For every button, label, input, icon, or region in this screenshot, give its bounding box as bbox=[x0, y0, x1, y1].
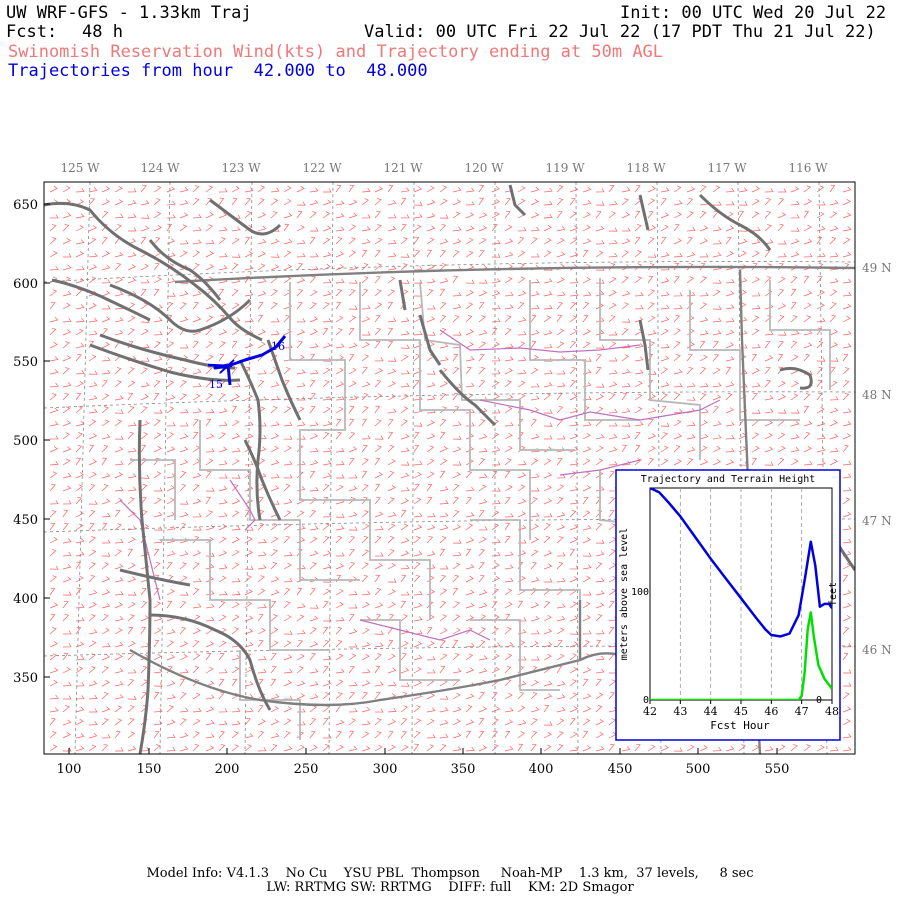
inset-ylabel-left: meters above sea level bbox=[619, 528, 630, 660]
latitude-label: 49 N bbox=[862, 261, 892, 275]
latitude-label: 46 N bbox=[862, 643, 892, 657]
header-subtitle: Swinomish Reservation Wind(kts) and Traj… bbox=[8, 42, 664, 62]
wind-barbs bbox=[49, 184, 852, 752]
longitude-label: 122 W bbox=[302, 161, 342, 175]
map-y-tick-label: 600 bbox=[13, 277, 38, 292]
inset-series-terrain bbox=[650, 611, 832, 700]
longitude-label: 118 W bbox=[626, 161, 666, 175]
map-x-tick-label: 100 bbox=[57, 762, 82, 777]
longitude-label: 117 W bbox=[707, 161, 747, 175]
inset-x-tick-label: 43 bbox=[673, 705, 687, 718]
map-y-tick-label: 500 bbox=[13, 434, 38, 449]
inset-panel: Trajectory and Terrain Height 42 43 44 45 46… bbox=[615, 469, 841, 741]
footer-model-info: Model Info: V4.1.3 No Cu YSU PBL Thompso… bbox=[146, 866, 754, 881]
map-x-tick-label: 250 bbox=[294, 762, 319, 777]
latitude-labels: 49 N 48 N 47 N 46 N bbox=[862, 261, 892, 657]
latitude-label: 47 N bbox=[862, 514, 892, 528]
header-traj-range: Trajectories from hour 42.000 to 48.000 bbox=[8, 61, 428, 81]
latitude-label: 48 N bbox=[862, 388, 892, 402]
county-boundaries bbox=[130, 278, 831, 740]
map-y-tick-label: 400 bbox=[13, 592, 38, 607]
inset-x-tick-label: 44 bbox=[704, 705, 718, 718]
map-x-tick-label: 500 bbox=[686, 762, 711, 777]
map-x-axis: 100 150 200 250 300 350 400 450 500 550 bbox=[57, 748, 790, 777]
map-x-tick-label: 550 bbox=[765, 762, 790, 777]
inset-y-zero-right: 0 bbox=[816, 695, 822, 706]
inset-series-trajectory bbox=[650, 488, 832, 638]
inset-y-zero-left: 0 bbox=[643, 695, 649, 706]
map-y-tick-label: 550 bbox=[13, 355, 38, 370]
map-y-tick-label: 450 bbox=[13, 513, 38, 528]
wind-barb-field bbox=[49, 184, 852, 752]
longitude-label: 119 W bbox=[545, 161, 585, 175]
header-title: UW WRF-GFS - 1.33km Traj bbox=[6, 3, 252, 23]
longitude-label: 124 W bbox=[140, 161, 180, 175]
map-figure: 100 150 200 250 300 350 400 450 500 550 650600550… bbox=[13, 161, 892, 777]
map-x-tick-label: 300 bbox=[373, 762, 398, 777]
inset-x-axis: 42 43 44 45 46 47 48 bbox=[643, 700, 839, 718]
longitude-label: 120 W bbox=[464, 161, 504, 175]
header-fcst-value: 48 h bbox=[82, 22, 123, 42]
inset-ylabel-right: feet bbox=[828, 582, 839, 606]
map-x-tick-label: 450 bbox=[608, 762, 633, 777]
trajectory-path: 15 16 bbox=[207, 335, 287, 391]
inset-grid bbox=[679, 488, 803, 700]
inset-title: Trajectory and Terrain Height bbox=[641, 474, 816, 485]
longitude-label: 116 W bbox=[788, 161, 828, 175]
coastlines bbox=[44, 184, 855, 754]
inset-x-tick-label: 47 bbox=[795, 705, 809, 718]
map-y-axis: 650 600 550 500 450 400 350 bbox=[13, 198, 50, 686]
map-x-tick-label: 400 bbox=[529, 762, 554, 777]
inset-x-tick-label: 46 bbox=[764, 705, 778, 718]
trajectory-label-end: 16 bbox=[271, 340, 285, 353]
inset-x-tick-label: 48 bbox=[825, 705, 839, 718]
map-x-tick-label: 350 bbox=[451, 762, 476, 777]
inset-y-tick-100: 100 bbox=[631, 587, 649, 598]
inset-x-tick-label: 42 bbox=[643, 705, 657, 718]
map-frame bbox=[43, 181, 856, 755]
inset-x-tick-label: 45 bbox=[734, 705, 748, 718]
footer-physics: LW: RRTMG SW: RRTMG DIFF: full KM: 2D Sm… bbox=[266, 880, 634, 895]
inset-xlabel: Fcst Hour bbox=[710, 719, 770, 732]
header-init: Init: 00 UTC Wed 20 Jul 22 bbox=[620, 3, 887, 23]
longitude-label: 123 W bbox=[221, 161, 261, 175]
longitude-labels: 125 W 124 W 123 W 122 W 121 W 120 W 119 W 118 W… bbox=[60, 161, 828, 175]
longitude-label: 121 W bbox=[383, 161, 423, 175]
map-y-tick-label: 650 bbox=[13, 198, 38, 213]
map-y-tick-label: 350 bbox=[13, 671, 38, 686]
trajectory-label-start: 15 bbox=[209, 378, 223, 391]
header-valid: Valid: 00 UTC Fri 22 Jul 22 (17 PDT Thu … bbox=[364, 22, 876, 42]
map-x-tick-label: 150 bbox=[137, 762, 162, 777]
map-x-tick-label: 200 bbox=[215, 762, 240, 777]
inset-series bbox=[650, 488, 832, 700]
longitude-label: 125 W bbox=[60, 161, 100, 175]
header-fcst-label: Fcst: bbox=[6, 22, 58, 42]
